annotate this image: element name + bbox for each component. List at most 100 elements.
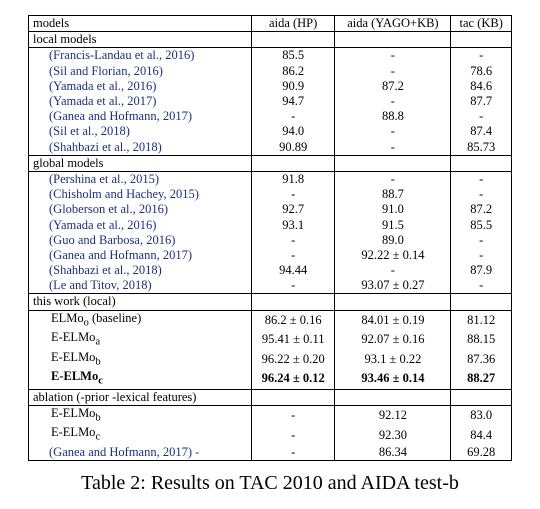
table-row: E-ELMob 96.22 ± 0.20 93.1 ± 0.22 87.36 — [28, 349, 512, 370]
model-cell: (Ganea and Hofmann, 2017) — [28, 247, 252, 263]
score: 93.1 — [282, 217, 305, 232]
score-cell: - — [250, 187, 336, 203]
score-cell: 88.27 — [450, 369, 512, 390]
score: 87.36 — [467, 351, 496, 366]
score-cell: 84.4 — [450, 425, 512, 445]
score-cell: - — [450, 278, 512, 294]
model-cell: (Yamada et al., 2017) — [28, 93, 252, 110]
score: - — [479, 278, 484, 293]
empty-cell — [450, 154, 512, 172]
model-cell: (Chisholm and Hachey, 2015) — [28, 187, 252, 203]
score-cell: - — [334, 47, 452, 64]
header-cell: models — [28, 14, 252, 33]
model-name: (Le and Titov, 2018) — [49, 278, 152, 293]
empty-cell — [334, 388, 452, 406]
score-cell: 94.44 — [250, 263, 336, 279]
score-cell: 87.9 — [450, 263, 512, 279]
model-cell: (Ganea and Hofmann, 2017) - — [28, 444, 252, 461]
model-cell: (Sil et al., 2018) — [28, 124, 252, 140]
score-cell: 87.36 — [450, 349, 512, 370]
model-cell: (Pershina et al., 2015) — [28, 171, 252, 188]
score: - — [390, 139, 395, 154]
empty-cell — [450, 388, 512, 406]
score-cell: 93.1 — [250, 217, 336, 233]
table-row: (Yamada et al., 2016) 90.9 87.2 84.6 — [28, 78, 512, 94]
model-subscript: o — [83, 317, 89, 329]
score-cell: 89.0 — [334, 232, 452, 248]
score-cell: 85.5 — [250, 47, 336, 64]
score-cell: - — [334, 171, 452, 188]
table-row: (Pershina et al., 2015) 91.8 - - — [28, 171, 512, 188]
score: 92.7 — [282, 202, 305, 217]
score: - — [479, 48, 484, 63]
score: 81.12 — [467, 312, 496, 327]
model-cell: (Francis-Landau et al., 2016) — [28, 47, 252, 64]
empty-cell — [250, 154, 336, 172]
model-cell: (Globerson et al., 2016) — [28, 202, 252, 218]
score-cell: 69.28 — [450, 444, 512, 461]
model-name: (Francis-Landau et al., 2016) — [49, 48, 195, 63]
score-cell: - — [250, 109, 336, 125]
model-cell: (Ganea and Hofmann, 2017) — [28, 109, 252, 125]
header-row: models aida (HP) aida (YAGO+KB) tac (KB) — [28, 14, 512, 33]
score-cell: 84.6 — [450, 78, 512, 94]
model-cell: E-ELMob — [28, 349, 252, 370]
score: 96.22 ± 0.20 — [261, 351, 325, 366]
model-name: (Chisholm and Hachey, 2015) — [49, 187, 199, 202]
score-cell: 90.89 — [250, 139, 336, 156]
model-name: ELMo — [51, 310, 84, 325]
table-row: (Sil and Florian, 2016) 86.2 - 78.6 — [28, 63, 512, 79]
empty-cell — [250, 388, 336, 406]
header-cell: aida (HP) — [250, 14, 336, 33]
score-cell: - — [450, 187, 512, 203]
model-cell: (Shahbazi et al., 2018) — [28, 139, 252, 156]
score: 88.27 — [467, 371, 496, 386]
score-cell: - — [250, 425, 336, 445]
score: 92.12 — [378, 408, 407, 422]
score-cell: 93.1 ± 0.22 — [334, 349, 452, 370]
score: 90.9 — [282, 78, 305, 93]
score: 93.1 ± 0.22 — [364, 351, 422, 366]
table-row: E-ELMob - 92.12 83.0 — [28, 405, 512, 426]
results-table: models aida (HP) aida (YAGO+KB) tac (KB) loc… — [28, 14, 512, 461]
score-cell: - — [250, 247, 336, 263]
score-cell: 86.34 — [334, 444, 452, 461]
model-name: (Ganea and Hofmann, 2017) - — [49, 444, 200, 459]
model-name: (Sil et al., 2018) — [49, 124, 130, 139]
score: 88.7 — [381, 187, 404, 202]
score-cell: 87.4 — [450, 124, 512, 140]
table-row: (Yamada et al., 2016) 93.1 91.5 85.5 — [28, 217, 512, 233]
table-row: (Sil et al., 2018) 94.0 - 87.4 — [28, 124, 512, 140]
score-cell: 96.24 ± 0.12 — [250, 369, 336, 390]
empty-cell — [450, 31, 512, 49]
table-row: (Shahbazi et al., 2018) 90.89 - 85.73 — [28, 139, 512, 156]
score-cell: - — [334, 139, 452, 156]
score-cell: 92.12 — [334, 405, 452, 426]
model-name: E-ELMo — [51, 425, 96, 440]
score: 87.2 — [381, 78, 404, 93]
score: 94.7 — [282, 94, 305, 109]
score: 93.46 ± 0.14 — [361, 371, 425, 386]
model-cell: E-ELMoc — [28, 369, 252, 390]
score-cell: - — [334, 124, 452, 140]
score: 88.15 — [467, 332, 496, 347]
model-subscript: c — [98, 375, 103, 387]
score-cell: 91.5 — [334, 217, 452, 233]
section-title: global models — [28, 154, 252, 172]
score-cell: 92.7 — [250, 202, 336, 218]
score: - — [479, 232, 484, 247]
score: 92.22 ± 0.14 — [361, 247, 425, 262]
table-row: ELMoo (baseline) 86.2 ± 0.16 84.01 ± 0.19 8… — [28, 310, 512, 331]
score: - — [291, 109, 296, 124]
score: 91.0 — [381, 202, 404, 217]
model-cell: ELMoo (baseline) — [28, 310, 252, 331]
score: 88.8 — [381, 109, 404, 124]
section-row: this work (local) — [28, 293, 512, 311]
table-row: E-ELMoc 96.24 ± 0.12 93.46 ± 0.14 88.27 — [28, 369, 512, 390]
table-row: E-ELMoa 95.41 ± 0.11 92.07 ± 0.16 88.15 — [28, 330, 512, 350]
score: 94.0 — [282, 124, 305, 139]
table-row: (Ganea and Hofmann, 2017) - 92.22 ± 0.14 - — [28, 247, 512, 263]
model-name: (Guo and Barbosa, 2016) — [49, 232, 176, 247]
